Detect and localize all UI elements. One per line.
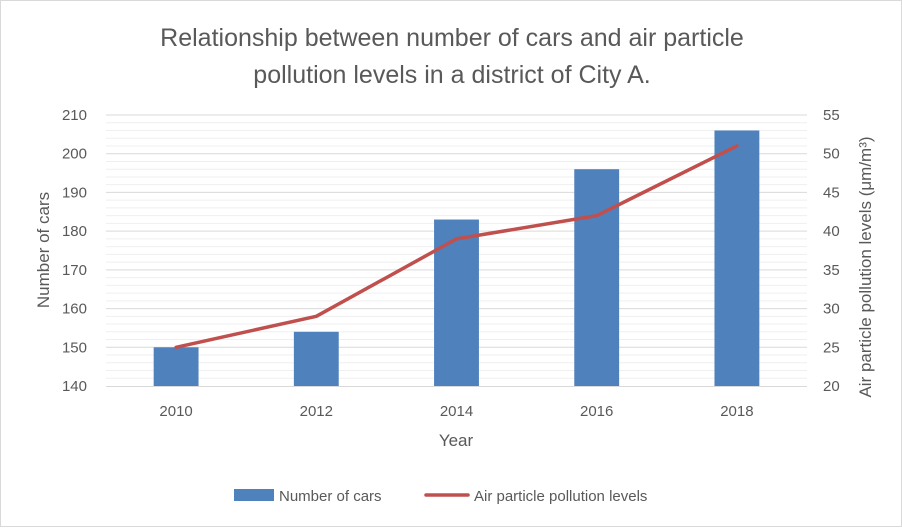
legend: Number of cars Air particle pollution le… <box>234 488 647 505</box>
bar-2018 <box>714 130 760 386</box>
y-left-tick-label: 160 <box>62 301 87 318</box>
line-series <box>174 144 739 350</box>
y-right-tick-label: 40 <box>823 223 840 240</box>
y-right-tick-label: 20 <box>823 378 840 395</box>
y-left-tick-label: 210 <box>62 107 87 124</box>
bar-2014 <box>434 219 479 386</box>
x-tick-label: 2018 <box>720 403 753 420</box>
chart-title-line-2: pollution levels in a district of City A… <box>253 61 650 89</box>
x-tick-label: 2012 <box>300 403 333 420</box>
y-axis-left-title: Number of cars <box>34 192 53 308</box>
legend-label-cars: Number of cars <box>279 488 382 505</box>
y-right-tick-label: 45 <box>823 184 840 201</box>
y-left-tick-label: 150 <box>62 339 87 356</box>
y-left-tick-label: 140 <box>62 378 87 395</box>
y-axis-right-title: Air particle pollution levels (μm/m³) <box>856 136 875 397</box>
legend-label-pollution: Air particle pollution levels <box>474 488 647 505</box>
y-right-tick-label: 55 <box>823 107 840 124</box>
y-left-tick-label: 200 <box>62 146 87 163</box>
y-left-tick-label: 190 <box>62 184 87 201</box>
y-right-tick-label: 35 <box>823 262 840 279</box>
pollution-line <box>174 144 739 350</box>
axes: 2010 2012 2014 2016 2018 140 150 160 170 180 190 20… <box>62 107 840 420</box>
x-tick-label: 2016 <box>580 403 613 420</box>
x-tick-label: 2010 <box>159 403 192 420</box>
chart-title-line-1: Relationship between number of cars and … <box>160 24 744 52</box>
bar-2012 <box>293 331 339 386</box>
y-right-tick-label: 50 <box>823 146 840 163</box>
y-right-tick-label: 25 <box>823 339 840 356</box>
bar-2010 <box>153 347 199 386</box>
bar-2016 <box>574 169 620 386</box>
y-right-tick-label: 30 <box>823 301 840 318</box>
y-left-tick-label: 180 <box>62 223 87 240</box>
legend-swatch-cars <box>234 489 274 501</box>
x-axis-title: Year <box>439 431 474 450</box>
y-left-tick-label: 170 <box>62 262 87 279</box>
x-tick-label: 2014 <box>440 403 473 420</box>
